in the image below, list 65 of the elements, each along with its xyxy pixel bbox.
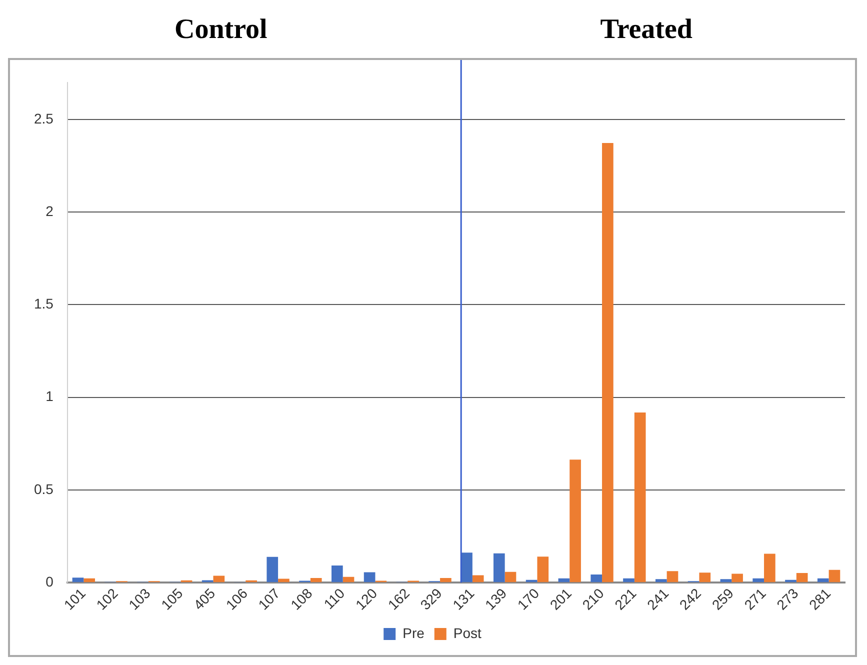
x-tick-label: 271 [741,584,770,613]
legend-label: Pre [402,624,425,641]
bar [537,556,549,582]
x-tick-label: 103 [125,584,154,613]
bar [796,572,808,582]
x-tick-label: 106 [222,584,251,613]
bar [558,578,570,582]
bar [84,578,95,582]
y-tick-label: 1.5 [34,296,54,312]
x-tick-label: 241 [644,584,672,613]
x-tick-label: 210 [579,584,608,613]
bar [310,578,322,582]
x-tick-label: 242 [676,584,704,613]
bar [493,553,505,582]
x-tick-label: 102 [93,584,122,613]
y-tick-label: 2 [46,202,54,219]
bar [278,578,290,582]
bar [752,578,764,582]
bar [720,579,732,582]
bar [570,460,581,582]
bar [828,570,840,582]
x-tick-label: 281 [806,584,834,613]
bar [472,575,484,582]
x-tick-label: 273 [773,584,802,613]
bar [623,578,634,582]
bar [732,574,743,582]
x-tick-label: 110 [320,584,348,612]
bar [634,412,646,582]
x-tick-label: 170 [514,584,542,613]
x-tick-label: 201 [546,584,575,613]
x-tick-label: 221 [611,584,640,613]
y-tick-label: 1 [46,388,54,404]
y-tick-label: 0 [46,573,54,590]
x-tick-label: 139 [482,584,510,613]
bar [440,578,452,582]
legend-label: Post [453,624,482,641]
x-tick-label: 259 [708,584,737,613]
x-tick-label: 105 [158,584,186,613]
bar [461,552,472,582]
bar [332,566,343,582]
bar [364,572,376,582]
x-tick-label: 120 [352,584,380,613]
bar [655,579,667,582]
bar [602,142,614,582]
bar [666,571,678,582]
x-tick-label: 131 [449,584,478,613]
y-tick-label: 2.5 [34,110,54,126]
bar [342,576,354,582]
bar [817,578,829,582]
bar [266,556,278,582]
bar [213,576,225,582]
text: Treated [600,14,693,46]
bar [72,578,84,582]
x-tick-label: 101 [60,584,89,613]
x-tick-label: 108 [287,584,316,613]
bar [590,574,602,582]
bar [699,572,711,582]
bar [504,572,516,582]
x-tick-label: 405 [190,584,218,613]
x-tick-label: 329 [417,584,446,613]
x-tick-label: 107 [255,584,284,613]
y-tick-label: 0.5 [34,480,54,497]
x-tick-label: 162 [384,584,413,613]
text: Control [174,14,268,46]
bar [764,554,776,582]
